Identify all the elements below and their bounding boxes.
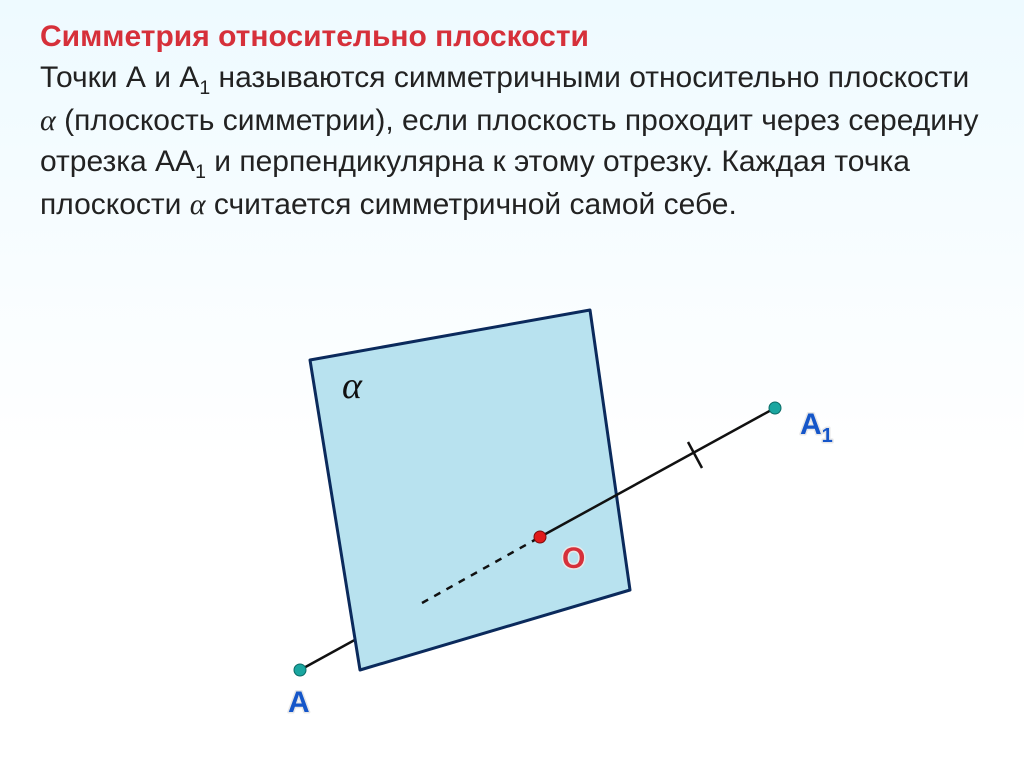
geometry-diagram: α О А А1 bbox=[0, 0, 1024, 767]
point-a bbox=[294, 664, 306, 676]
plane-alpha-label: α bbox=[342, 365, 363, 407]
label-a1: А1 bbox=[800, 408, 833, 447]
slide: Симметрия относительно плоскости Точки А… bbox=[0, 0, 1024, 767]
label-a: А bbox=[288, 686, 310, 719]
diagram-container: α О А А1 bbox=[0, 0, 1024, 767]
plane-alpha bbox=[310, 310, 630, 670]
point-a1 bbox=[769, 402, 781, 414]
label-o: О bbox=[562, 542, 585, 575]
point-o bbox=[534, 531, 546, 543]
